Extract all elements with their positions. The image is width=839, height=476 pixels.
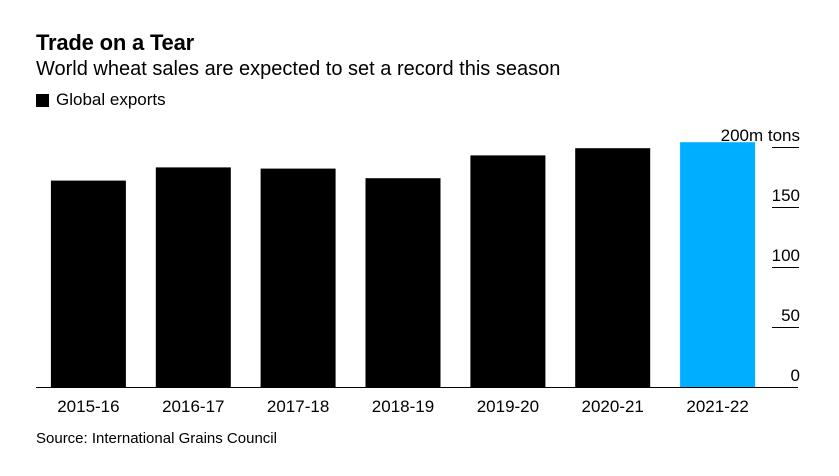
legend: Global exports — [36, 90, 166, 110]
y-tick-label: 150 — [772, 186, 800, 205]
y-tick-label: 200m tons — [721, 126, 800, 145]
bar-2017-18 — [260, 168, 336, 387]
bar-2020-21 — [575, 148, 651, 387]
bar-2015-16 — [50, 180, 126, 387]
bar-2018-19 — [365, 178, 441, 387]
x-tick-label: 2016-17 — [162, 397, 224, 416]
bar-2019-20 — [470, 155, 546, 387]
x-tick-label: 2015-16 — [57, 397, 119, 416]
x-tick-label: 2021-22 — [686, 397, 748, 416]
bar-2021-22 — [680, 142, 756, 387]
y-tick-label: 0 — [791, 366, 800, 385]
bar-2016-17 — [155, 167, 231, 387]
y-tick-label: 100 — [772, 246, 800, 265]
y-tick-label: 50 — [781, 306, 800, 325]
legend-label: Global exports — [56, 90, 166, 109]
x-tick-label: 2020-21 — [582, 397, 644, 416]
legend-swatch — [36, 93, 49, 107]
x-tick-label: 2018-19 — [372, 397, 434, 416]
chart-subtitle: World wheat sales are expected to set a … — [36, 58, 561, 80]
source-note: Source: International Grains Council — [36, 430, 277, 447]
chart-title: Trade on a Tear — [36, 30, 194, 55]
x-tick-label: 2019-20 — [477, 397, 539, 416]
x-tick-label: 2017-18 — [267, 397, 329, 416]
